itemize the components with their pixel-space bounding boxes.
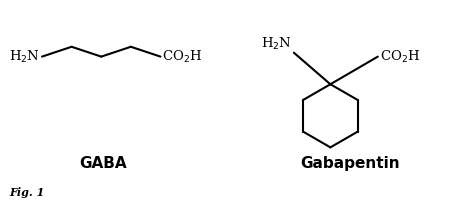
Text: CO$_2$H: CO$_2$H	[163, 49, 203, 65]
Text: GABA: GABA	[80, 156, 127, 171]
Text: Gabapentin: Gabapentin	[301, 156, 400, 171]
Text: CO$_2$H: CO$_2$H	[380, 49, 420, 65]
Text: H$_2$N: H$_2$N	[9, 49, 40, 65]
Text: Fig. 1: Fig. 1	[9, 187, 45, 198]
Text: H$_2$N: H$_2$N	[261, 35, 292, 52]
